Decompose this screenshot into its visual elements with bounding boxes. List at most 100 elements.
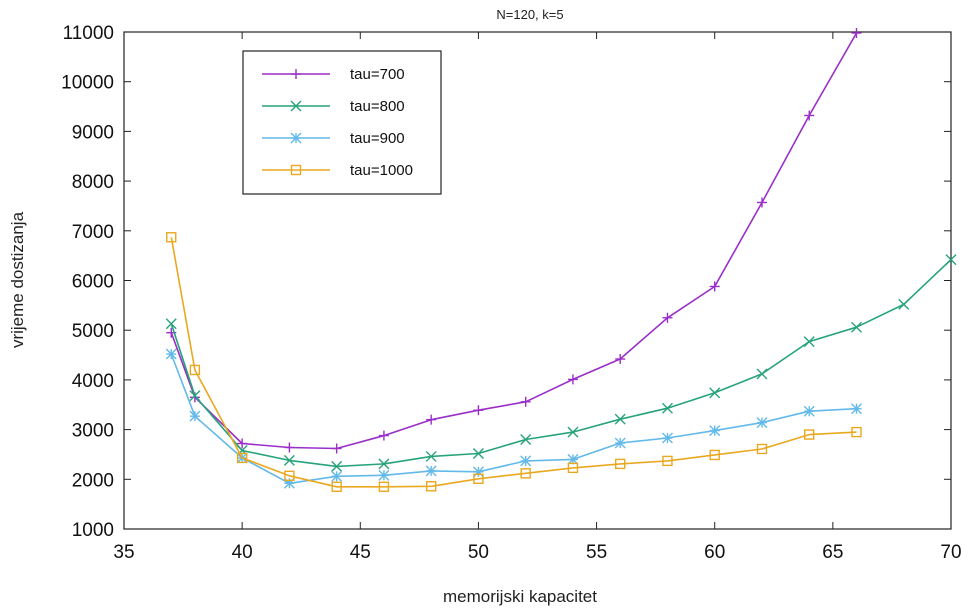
x-tick-label: 70 <box>940 542 961 563</box>
data-point <box>236 452 248 464</box>
data-point <box>567 374 578 385</box>
data-point <box>520 434 532 446</box>
data-point <box>850 321 862 333</box>
legend-entry: tau=700 <box>262 66 405 83</box>
data-point <box>472 466 484 478</box>
data-point <box>804 429 815 440</box>
data-point <box>378 430 389 441</box>
y-tick-label: 1000 <box>72 520 114 541</box>
series-tau=900 <box>165 348 862 489</box>
data-point <box>709 449 720 461</box>
data-point <box>165 348 177 360</box>
data-point <box>378 469 390 481</box>
data-point <box>425 481 437 492</box>
series-tau=800 <box>165 254 957 472</box>
data-point <box>756 197 767 208</box>
data-point <box>850 403 862 415</box>
y-tick-label: 10000 <box>61 73 114 94</box>
y-tick-label: 7000 <box>72 222 114 243</box>
data-point <box>237 438 248 449</box>
data-point <box>472 447 484 459</box>
legend: tau=700 tau=800 tau=900 tau=1000 <box>242 50 442 195</box>
legend-marker <box>290 164 302 176</box>
data-point <box>520 396 531 407</box>
data-point <box>331 481 342 492</box>
data-point <box>331 443 342 454</box>
legend-entry: tau=800 <box>262 98 405 115</box>
data-point <box>615 354 626 365</box>
data-point <box>709 425 721 437</box>
data-point <box>756 368 768 380</box>
axis-ticks: 35 40 45 50 55 60 65 70 1000 2000 3000 4000 5000 6000… <box>61 23 961 563</box>
y-tick-label: 3000 <box>72 421 114 442</box>
data-point <box>426 414 437 425</box>
data-point <box>331 460 343 472</box>
data-point <box>284 470 295 482</box>
legend-entry: tau=1000 <box>262 162 413 179</box>
data-point <box>615 458 626 470</box>
legend-label: tau=700 <box>350 66 405 83</box>
y-tick-label: 5000 <box>72 321 114 342</box>
y-tick-label: 4000 <box>72 371 114 392</box>
series-line <box>170 237 857 488</box>
data-point <box>378 481 390 492</box>
y-tick-label: 11000 <box>63 23 114 44</box>
data-point <box>284 442 295 453</box>
legend-marker <box>291 69 301 79</box>
series-layer <box>165 27 957 492</box>
data-point <box>567 462 579 474</box>
y-tick-label: 9000 <box>72 122 114 143</box>
data-point <box>520 468 531 479</box>
series-line <box>170 353 857 485</box>
data-point <box>189 410 201 422</box>
x-tick-label: 60 <box>704 542 725 563</box>
legend-marker <box>290 100 302 112</box>
data-point <box>189 364 201 376</box>
series-tau=700 <box>166 27 862 454</box>
data-point <box>661 402 673 414</box>
x-tick-label: 35 <box>113 542 134 563</box>
data-point <box>661 432 673 444</box>
y-tick-label: 2000 <box>72 470 114 491</box>
x-tick-label: 45 <box>350 542 371 563</box>
x-tick-label: 55 <box>586 542 607 563</box>
x-tick-label: 40 <box>232 542 253 563</box>
series-line <box>170 32 858 450</box>
data-point <box>520 455 532 467</box>
chart-title: N=120, k=5 <box>496 7 563 22</box>
data-point <box>567 426 579 438</box>
y-axis-title: vrijeme dostizanja <box>8 211 27 348</box>
data-point <box>709 387 721 399</box>
data-point <box>709 281 720 292</box>
y-tick-label: 8000 <box>72 172 114 193</box>
data-point <box>662 455 673 467</box>
data-point <box>283 454 295 466</box>
data-point <box>189 390 201 402</box>
data-point <box>898 298 910 310</box>
series-tau=1000 <box>166 232 862 492</box>
data-point <box>331 470 343 482</box>
data-point <box>378 458 390 470</box>
data-point <box>851 426 862 438</box>
data-point <box>945 254 957 266</box>
data-point <box>473 473 484 485</box>
legend-entry: tau=900 <box>262 130 405 147</box>
data-point <box>851 27 862 38</box>
data-point <box>803 336 815 348</box>
data-point <box>614 437 626 449</box>
x-tick-label: 65 <box>822 542 843 563</box>
data-point <box>614 413 626 425</box>
data-point <box>662 312 673 323</box>
data-point <box>804 110 815 121</box>
x-tick-label: 50 <box>468 542 489 563</box>
legend-label: tau=800 <box>350 98 405 115</box>
data-point <box>473 405 484 416</box>
data-point <box>425 450 437 462</box>
y-tick-label: 6000 <box>72 272 114 293</box>
data-point <box>756 443 768 455</box>
data-point <box>165 318 177 330</box>
data-point <box>803 405 815 417</box>
series-line <box>170 259 952 468</box>
legend-label: tau=900 <box>350 130 405 147</box>
